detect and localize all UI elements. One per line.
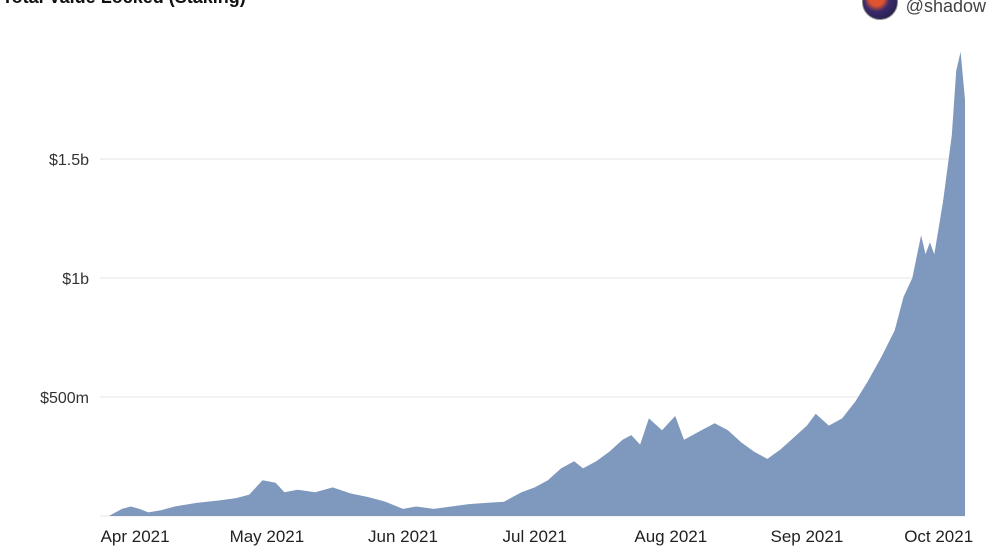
x-tick-label: Oct 2021 bbox=[904, 527, 973, 546]
area-series bbox=[108, 51, 966, 517]
tvl-area bbox=[108, 51, 966, 517]
y-tick-label: $1.5b bbox=[49, 152, 89, 169]
chart-title: Total Value Locked (Staking) bbox=[2, 0, 246, 8]
author-handle: @shadow bbox=[905, 0, 986, 16]
x-tick-label: Jun 2021 bbox=[368, 527, 438, 546]
y-tick-label: $1b bbox=[62, 271, 89, 288]
x-tick-label: Sep 2021 bbox=[771, 527, 844, 546]
y-tick-label: $500m bbox=[40, 390, 89, 407]
x-tick-label: Apr 2021 bbox=[101, 527, 170, 546]
x-axis-tick-labels: Apr 2021 May 2021 Jun 2021 Jul 2021 Aug 2021… bbox=[101, 527, 974, 546]
x-tick-label: May 2021 bbox=[230, 527, 305, 546]
author-tag[interactable]: @shadow bbox=[861, 0, 986, 24]
x-tick-label: Aug 2021 bbox=[634, 527, 707, 546]
x-tick-label: Jul 2021 bbox=[503, 527, 567, 546]
y-axis-tick-labels: $500m $1b $1.5b bbox=[40, 152, 89, 407]
